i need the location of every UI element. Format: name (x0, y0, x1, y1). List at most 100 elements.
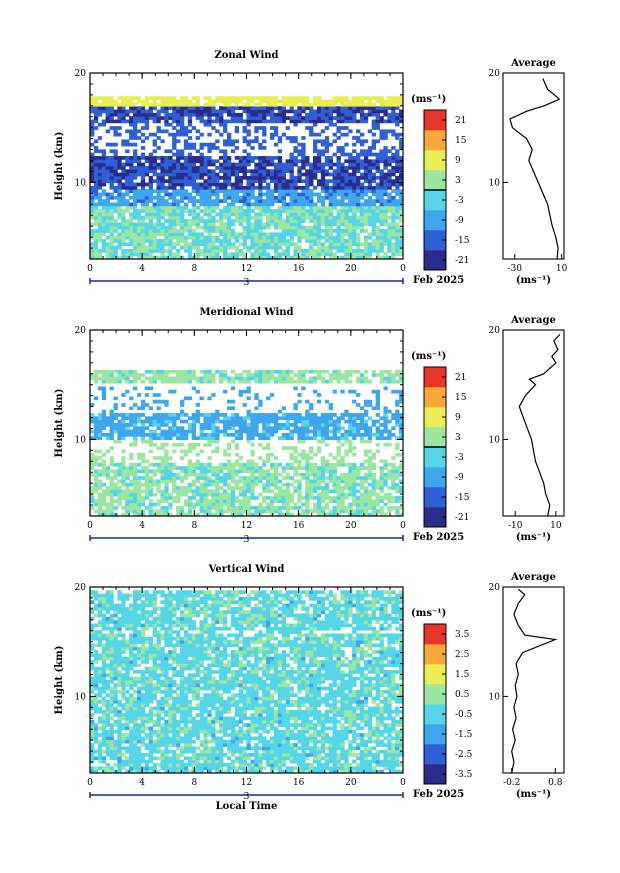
heatmap-cell (164, 452, 169, 457)
heatmap-cell (207, 205, 212, 210)
heatmap-cell (191, 179, 197, 184)
heatmap-cell (156, 416, 161, 421)
heatmap-cell (160, 462, 165, 467)
heatmap-cell (230, 492, 236, 497)
heatmap-cell (266, 509, 271, 514)
heatmap-cell (352, 205, 357, 210)
heatmap-cell (129, 232, 134, 237)
heatmap-cell (230, 466, 236, 470)
heatmap-cell (254, 175, 259, 180)
heatmap-cell (242, 376, 247, 381)
heatmap-cell (313, 225, 318, 230)
heatmap-cell (195, 116, 200, 120)
heatmap-cell (313, 119, 318, 124)
heatmap-cell (371, 219, 377, 223)
heatmap-cell (101, 462, 107, 467)
heatmap-cell (211, 172, 216, 177)
heatmap-cell (140, 432, 146, 437)
heatmap-cell (109, 235, 114, 240)
heatmap-cell (207, 436, 212, 441)
heatmap-cell (160, 472, 165, 477)
heatmap-cell (90, 486, 95, 490)
heatmap-cell (344, 452, 349, 457)
heatmap-cell (164, 486, 169, 490)
heatmap-cell (156, 376, 161, 381)
heatmap-cell (266, 489, 271, 494)
heatmap-cell (395, 215, 400, 220)
heatmap-cell (207, 442, 212, 447)
heatmap-cell (238, 169, 243, 174)
heatmap-cell (281, 182, 287, 187)
heatmap-cell (344, 212, 349, 217)
heatmap-cell (242, 162, 247, 167)
heatmap-cell (309, 205, 314, 210)
heatmap-cell (129, 166, 134, 170)
heatmap-cell (105, 229, 110, 233)
heatmap-cell (273, 379, 279, 384)
heatmap-cell (336, 476, 341, 480)
heatmap-cell (285, 432, 290, 437)
heatmap-cell (301, 225, 306, 230)
heatmap-cell (215, 245, 220, 250)
heatmap-cell (215, 509, 220, 514)
heatmap-cell (273, 429, 279, 434)
heatmap-cell (399, 209, 404, 213)
heatmap-cell (328, 195, 333, 200)
heatmap-cell (207, 379, 212, 384)
heatmap-cell (226, 255, 232, 260)
heatmap-cell (191, 429, 197, 434)
heatmap-cell (250, 419, 255, 424)
heatmap-cell (140, 452, 146, 457)
heatmap-cell (348, 426, 353, 431)
heatmap-cell (313, 166, 318, 170)
heatmap-cell (160, 506, 165, 510)
heatmap-cell (359, 189, 365, 193)
heatmap-cell (324, 232, 330, 237)
heatmap-cell (328, 429, 333, 434)
heatmap-cell (277, 139, 283, 144)
heatmap-cell (262, 413, 267, 417)
heatmap-cell (199, 189, 204, 193)
heatmap-cell (203, 172, 208, 177)
heatmap-cell (109, 429, 114, 434)
heatmap-cell (226, 506, 232, 510)
heatmap-cell (125, 102, 130, 107)
heatmap-cell (144, 432, 150, 437)
heatmap-cell (97, 136, 103, 140)
heatmap-cell (301, 192, 306, 197)
heatmap-cell (348, 106, 353, 110)
heatmap-cell (356, 469, 361, 474)
heatmap-cell (258, 106, 263, 110)
heatmap-cell (387, 119, 392, 124)
heatmap-cell (340, 169, 345, 174)
heatmap-cell (254, 185, 259, 190)
heatmap-cell (313, 102, 318, 107)
heatmap-cell (125, 469, 130, 474)
heatmap-cell (344, 509, 349, 514)
heatmap-cell (371, 212, 377, 217)
heatmap-cell (277, 489, 283, 494)
heatmap-cell (129, 429, 134, 434)
heatmap-cell (281, 446, 287, 450)
heatmap-cell (219, 222, 224, 227)
heatmap-cell (172, 429, 177, 434)
heatmap-cell (258, 229, 263, 233)
heatmap-cell (246, 496, 251, 500)
heatmap-cell (168, 219, 173, 223)
heatmap-cell (273, 242, 279, 247)
heatmap-cell (383, 423, 388, 427)
heatmap-cell (215, 512, 220, 517)
heatmap-cell (215, 482, 220, 487)
heatmap-cell (254, 419, 259, 424)
heatmap-cell (320, 235, 326, 240)
heatmap-cell (207, 489, 212, 494)
heatmap-cell (105, 96, 110, 100)
heatmap-cell (340, 152, 345, 157)
heatmap-cell (125, 96, 130, 100)
heatmap-cell (121, 215, 126, 220)
heatmap-cell (219, 199, 224, 203)
heatmap-cell (258, 182, 263, 187)
heatmap-cell (246, 202, 251, 207)
heatmap-cell (340, 102, 345, 107)
heatmap-cell (156, 479, 161, 484)
